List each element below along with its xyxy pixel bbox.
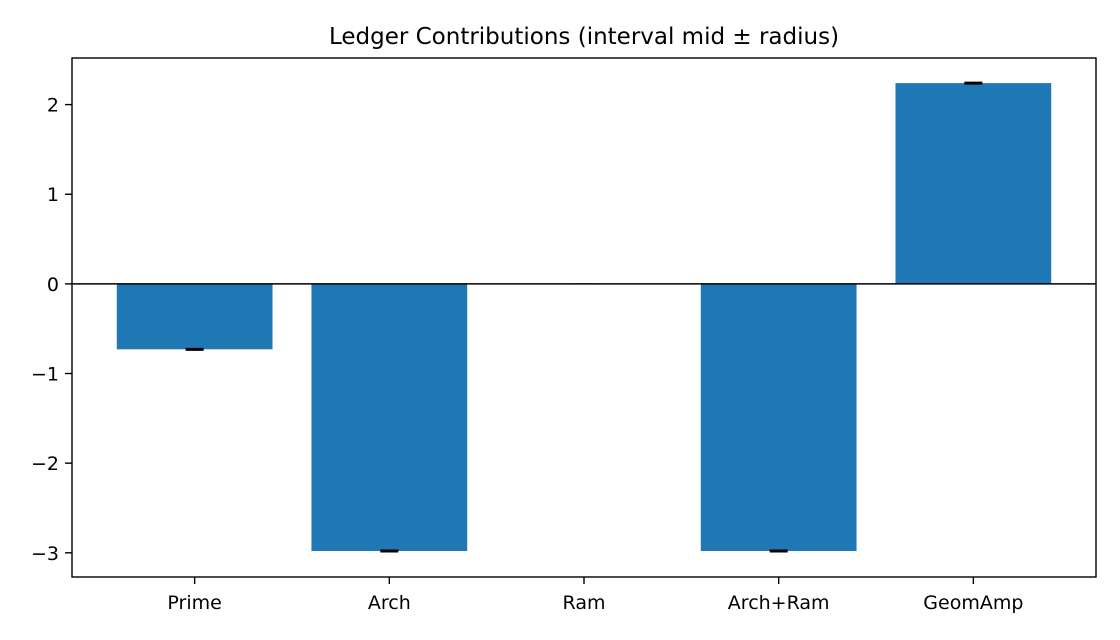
- chart-title: Ledger Contributions (interval mid ± rad…: [329, 24, 839, 50]
- y-tick-label: 1: [47, 184, 59, 206]
- y-tick-label: −3: [31, 543, 59, 565]
- bar-geomamp: [895, 83, 1052, 284]
- x-tick-label: Ram: [563, 592, 606, 614]
- x-tick-label: Prime: [167, 592, 221, 614]
- x-tick-label: Arch: [368, 592, 411, 614]
- x-tick-label: Arch+Ram: [728, 592, 830, 614]
- y-tick-label: 2: [47, 95, 59, 117]
- y-tick-label: −1: [31, 364, 59, 386]
- bar-arch-ram: [700, 283, 857, 552]
- y-tick-label: 0: [47, 274, 59, 296]
- bar-prime: [116, 283, 273, 350]
- bar-arch: [311, 283, 468, 552]
- x-tick-label: GeomAmp: [923, 592, 1023, 614]
- bars-layer: [116, 83, 1052, 552]
- y-tick-label: −2: [31, 453, 59, 475]
- axes-layer: −3 −2 −1 0 1 2 Prime Arch Ram Arch+Ram GeomAmp: [31, 57, 1097, 614]
- error-bars-layer: [185, 81, 983, 553]
